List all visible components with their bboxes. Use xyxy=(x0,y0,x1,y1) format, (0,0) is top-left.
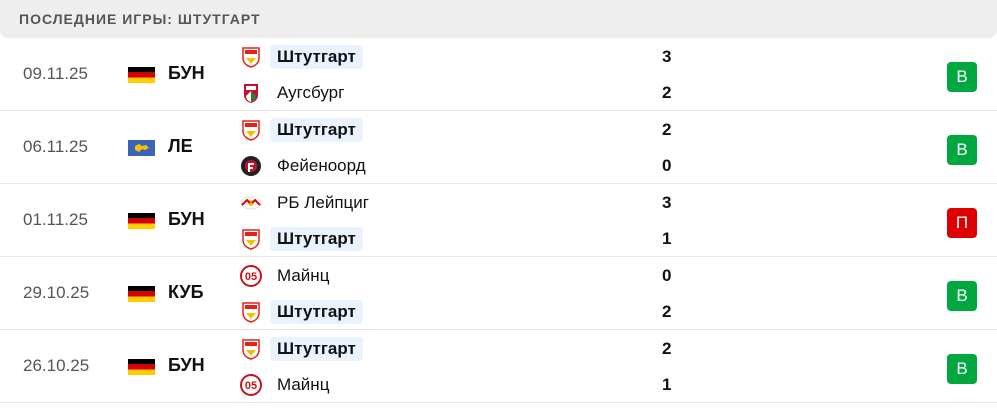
vfb-logo-icon xyxy=(240,338,262,360)
home-team: Штутгарт xyxy=(240,337,363,361)
away-team: Штутгарт xyxy=(240,300,363,324)
away-team: Фейеноорд xyxy=(240,154,373,178)
rbl-logo-icon xyxy=(240,192,262,214)
match-date: 26.10.25 xyxy=(23,356,90,375)
away-team-name: Майнц xyxy=(277,375,330,394)
section-header: ПОСЛЕДНИЕ ИГРЫ: ШТУТГАРТ xyxy=(0,0,997,38)
section-title: ПОСЛЕДНИЕ ИГРЫ: ШТУТГАРТ xyxy=(19,11,261,27)
europe-flag-icon xyxy=(128,140,155,156)
svg-text:05: 05 xyxy=(245,380,257,392)
match-row[interactable]: 01.11.25 БУН РБ Лейпциг Штутгарт 3 1 П xyxy=(0,184,997,257)
vfb-logo-icon xyxy=(240,301,262,323)
home-score: 2 xyxy=(662,339,672,358)
home-team: Штутгарт xyxy=(240,118,363,142)
result-badge: П xyxy=(947,208,977,238)
home-team-name: РБ Лейпциг xyxy=(277,193,369,212)
away-score: 2 xyxy=(662,302,672,321)
home-score: 2 xyxy=(662,120,672,139)
result-badge: В xyxy=(947,281,977,311)
away-team-name: Штутгарт xyxy=(270,300,363,324)
match-row[interactable]: 06.11.25 ЛЕ Штутгарт Фейеноорд 2 0 В xyxy=(0,111,997,184)
germany-flag-icon xyxy=(128,67,155,83)
match-date: 29.10.25 xyxy=(23,283,90,302)
home-team-name: Штутгарт xyxy=(270,337,363,361)
competition-label: ЛЕ xyxy=(168,136,193,156)
result-badge: В xyxy=(947,135,977,165)
away-score: 1 xyxy=(662,229,672,248)
home-score: 0 xyxy=(662,266,672,285)
away-team: Штутгарт xyxy=(240,227,363,251)
germany-flag-icon xyxy=(128,286,155,302)
result-badge: В xyxy=(947,354,977,384)
feyenoord-logo-icon xyxy=(240,155,262,177)
away-team: 05 Майнц xyxy=(240,373,336,397)
match-list: 09.11.25 БУН Штутгарт Аугсбург 3 2 В 06.1… xyxy=(0,38,997,403)
home-team: Штутгарт xyxy=(240,45,363,69)
match-row[interactable]: 29.10.25 КУБ 05 Майнц Штутгарт 0 2 В xyxy=(0,257,997,330)
germany-flag-icon xyxy=(128,359,155,375)
home-team: РБ Лейпциг xyxy=(240,191,376,215)
match-row[interactable]: 26.10.25 БУН Штутгарт 05 Майнц 2 1 В xyxy=(0,330,997,403)
away-team: Аугсбург xyxy=(240,81,351,105)
away-score: 1 xyxy=(662,375,672,394)
vfb-logo-icon xyxy=(240,119,262,141)
match-date: 09.11.25 xyxy=(23,64,88,83)
competition-label: БУН xyxy=(168,63,205,83)
competition-label: БУН xyxy=(168,355,205,375)
away-score: 0 xyxy=(662,156,672,175)
home-team: 05 Майнц xyxy=(240,264,336,288)
home-team-name: Штутгарт xyxy=(270,45,363,69)
away-team-name: Штутгарт xyxy=(270,227,363,251)
result-badge: В xyxy=(947,62,977,92)
fca-logo-icon xyxy=(240,82,262,104)
competition-label: БУН xyxy=(168,209,205,229)
home-team-name: Майнц xyxy=(277,266,330,285)
mainz-logo-icon: 05 xyxy=(240,265,262,287)
germany-flag-icon xyxy=(128,213,155,229)
home-score: 3 xyxy=(662,47,672,66)
svg-text:05: 05 xyxy=(245,271,257,283)
away-team-name: Фейеноорд xyxy=(277,156,366,175)
away-score: 2 xyxy=(662,83,672,102)
home-score: 3 xyxy=(662,193,672,212)
match-date: 06.11.25 xyxy=(23,137,88,156)
match-date: 01.11.25 xyxy=(23,210,88,229)
competition-label: КУБ xyxy=(168,282,204,302)
vfb-logo-icon xyxy=(240,46,262,68)
vfb-logo-icon xyxy=(240,228,262,250)
mainz-logo-icon: 05 xyxy=(240,374,262,396)
away-team-name: Аугсбург xyxy=(277,83,345,102)
match-row[interactable]: 09.11.25 БУН Штутгарт Аугсбург 3 2 В xyxy=(0,38,997,111)
home-team-name: Штутгарт xyxy=(270,118,363,142)
